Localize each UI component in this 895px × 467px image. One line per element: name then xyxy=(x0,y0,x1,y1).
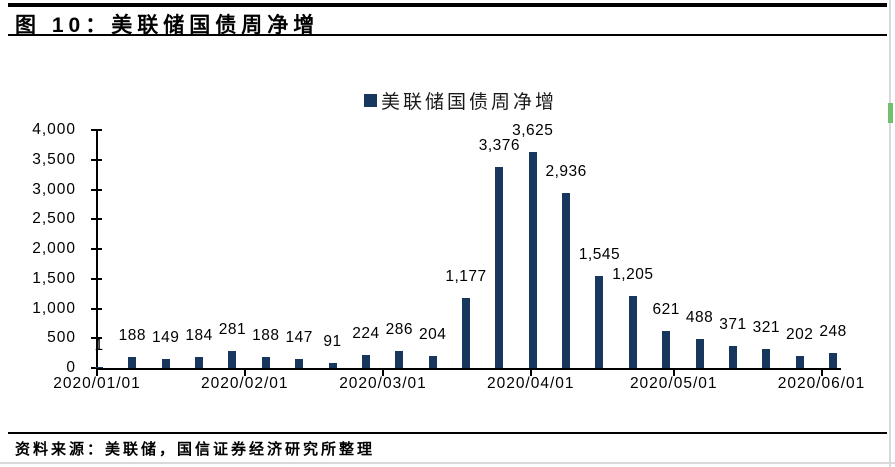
y-tick-label: 0 xyxy=(66,359,76,376)
bar-value-label: 188 xyxy=(118,326,147,344)
bar xyxy=(361,354,370,368)
bar-value-label: 204 xyxy=(418,325,447,343)
scrollbar-annotation-green xyxy=(888,103,893,123)
bar-value-label: 184 xyxy=(185,327,213,345)
y-tick xyxy=(91,129,102,131)
bar-value-label: 202 xyxy=(785,325,814,343)
bar-value-label: 3,625 xyxy=(512,122,554,140)
bar xyxy=(195,357,204,368)
bar-value-label: 248 xyxy=(819,323,847,341)
y-tick-label: 2,000 xyxy=(32,240,76,257)
bar xyxy=(228,351,237,368)
figure-title: 图 10：美联储国债周净增 xyxy=(15,14,320,37)
bar-value-label: 147 xyxy=(285,329,313,347)
bar-value-label: 149 xyxy=(152,329,180,347)
bar xyxy=(428,355,437,368)
y-tick-label: 4,000 xyxy=(32,121,76,138)
bar xyxy=(762,348,771,368)
bar-value-label: 3,376 xyxy=(478,137,521,155)
legend-label: 美联储国债周净增 xyxy=(381,91,558,113)
y-tick-label: 3,500 xyxy=(32,150,76,168)
bar xyxy=(628,296,637,368)
bar xyxy=(395,350,404,368)
bar-value-label: 281 xyxy=(218,321,247,339)
bar xyxy=(528,152,537,368)
x-tick xyxy=(529,368,532,376)
y-tick-label: 500 xyxy=(47,329,76,347)
bar xyxy=(295,359,304,368)
bar-value-label: 1 xyxy=(94,337,104,355)
bar xyxy=(562,193,571,368)
bar-value-label: 286 xyxy=(385,320,413,338)
bar xyxy=(261,356,270,368)
bar-value-label: 91 xyxy=(323,332,342,350)
bar-value-label: 2,936 xyxy=(545,163,587,181)
bar-value-label: 488 xyxy=(685,308,714,326)
bar-value-label: 224 xyxy=(352,324,380,342)
bar-value-label: 1,205 xyxy=(612,266,654,284)
source-divider-rule xyxy=(8,432,887,434)
bar-value-label: 371 xyxy=(719,315,747,333)
x-tick-label: 2020/06/01 xyxy=(777,375,866,392)
x-tick xyxy=(672,368,675,376)
x-tick-label: 2020/01/01 xyxy=(53,375,141,392)
source-line: 资料来源：美联储，国信证券经济研究所整理 xyxy=(15,438,375,459)
y-tick xyxy=(91,158,102,161)
x-tick-label: 2020/05/01 xyxy=(629,375,718,392)
y-tick xyxy=(91,188,102,191)
x-tick-label: 2020/02/01 xyxy=(200,375,289,392)
y-tick-label: 3,000 xyxy=(32,180,76,198)
bar-value-label: 188 xyxy=(252,326,280,344)
x-tick xyxy=(96,368,98,376)
bar-value-label: 321 xyxy=(752,318,780,336)
bar xyxy=(495,167,504,368)
bar xyxy=(328,362,337,368)
bar xyxy=(695,338,704,368)
y-tick xyxy=(91,277,102,280)
x-tick-label: 2020/03/01 xyxy=(339,375,427,392)
y-tick xyxy=(91,337,102,340)
chart-legend: 美联储国债周净增 xyxy=(364,89,558,113)
y-tick-label: 1,000 xyxy=(32,299,76,317)
y-tick xyxy=(91,218,102,221)
x-tick-label: 2020/04/01 xyxy=(486,375,575,392)
bar xyxy=(662,331,671,368)
bar-value-label: 1,545 xyxy=(578,246,621,264)
bar-value-label: 621 xyxy=(652,301,680,319)
scrollbar-track[interactable] xyxy=(889,0,891,467)
x-tick xyxy=(243,368,246,376)
bar xyxy=(595,276,604,368)
bar xyxy=(161,359,170,368)
source-prefix: 资料来源： xyxy=(15,441,106,458)
y-tick xyxy=(91,307,102,310)
title-underline xyxy=(8,34,887,36)
top-rule xyxy=(8,3,887,7)
bar xyxy=(95,367,103,368)
bar xyxy=(829,353,838,368)
bar xyxy=(795,355,804,368)
bar xyxy=(728,345,737,368)
bar xyxy=(462,297,471,368)
y-tick-label: 2,500 xyxy=(32,210,76,228)
bar xyxy=(128,356,137,368)
page-bottom-border xyxy=(0,462,895,464)
legend-marker-swatch xyxy=(364,93,377,107)
source-text: 美联储，国信证券经济研究所整理 xyxy=(105,441,376,458)
y-tick xyxy=(91,248,102,250)
x-tick xyxy=(820,368,823,376)
bar-value-label: 1,177 xyxy=(445,267,487,285)
y-tick-label: 1,500 xyxy=(32,269,76,287)
x-axis-line xyxy=(96,368,841,370)
x-tick xyxy=(381,368,384,376)
